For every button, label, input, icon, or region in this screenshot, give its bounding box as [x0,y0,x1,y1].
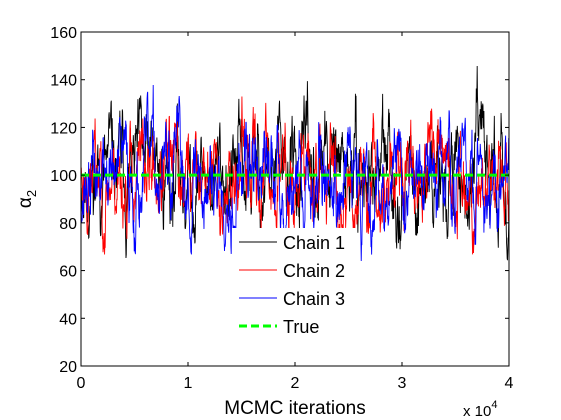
y-tick-label-4: 100 [50,168,77,185]
y-tick-label-2: 60 [59,264,77,281]
y-tick-label-5: 120 [50,120,77,137]
y-axis-label-base: α [15,197,36,208]
legend: Chain 1 Chain 2 Chain 3 True [232,228,357,346]
series-line-chain-1 [81,65,509,261]
y-tick-label-7: 160 [50,25,77,42]
y-axis-label: α2 [15,190,39,208]
x-tick-label-2: 2 [291,375,300,392]
y-axis-label-subscript: 2 [24,190,39,197]
y-tick-label-3: 80 [59,216,77,233]
x-tick-label-1: 1 [184,375,193,392]
legend-label-chain-3: Chain 3 [283,289,345,309]
x-tick-label-0: 0 [77,375,86,392]
x-multiplier-exponent: 4 [491,399,497,411]
legend-label-chain-2: Chain 2 [283,261,345,281]
series-layer [81,65,509,261]
y-tick-label-0: 20 [59,359,77,376]
x-tick-label-3: 3 [398,375,407,392]
x-tick-label-4: 4 [505,375,514,392]
svg-text:α2: α2 [15,190,39,208]
y-tick-label-6: 140 [50,73,77,90]
legend-label-chain-1: Chain 1 [283,233,345,253]
x-axis-label: MCMC iterations [224,398,365,419]
legend-label-true: True [283,317,319,337]
series-line-chain-2 [81,96,509,255]
series-line-chain-3 [81,85,509,261]
x-multiplier-base: x 10 [463,403,491,420]
ticks-layer: 0 1 2 3 4 20 40 60 80 100 120 140 160 [50,25,513,392]
x-multiplier: x 104 [463,399,497,420]
y-tick-label-1: 40 [59,311,77,328]
